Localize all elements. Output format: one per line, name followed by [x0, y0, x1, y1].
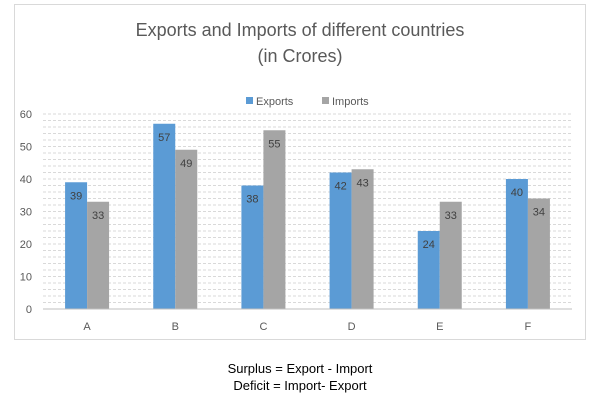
y-tick-label: 30 [20, 207, 32, 219]
data-label: 39 [70, 190, 82, 202]
gridlines [43, 113, 572, 303]
data-label: 42 [334, 181, 346, 193]
bar-imports-d [351, 169, 374, 309]
data-label: 38 [246, 194, 258, 206]
x-tick-label: C [259, 321, 267, 333]
x-tick-label: F [525, 321, 532, 333]
bar-imports-c [263, 130, 286, 309]
bar-exports-c [241, 185, 264, 309]
y-tick-label: 60 [20, 109, 32, 121]
y-tick-label: 20 [20, 239, 32, 251]
legend-label-exports: Exports [256, 96, 294, 108]
bar-exports-b [153, 123, 176, 309]
deficit-formula: Deficit = Import- Export [233, 378, 367, 393]
legend: Exports Imports [246, 96, 369, 108]
bar-chart: Exports and Imports of different countri… [20, 20, 572, 333]
data-label: 24 [423, 239, 435, 251]
data-label: 33 [92, 210, 104, 222]
bar-exports-f [505, 179, 528, 309]
bar-imports-f [527, 198, 550, 309]
chart-subtitle: (in Crores) [257, 46, 342, 66]
legend-label-imports: Imports [332, 96, 369, 108]
bar-imports-a [87, 201, 110, 309]
x-tick-label: E [436, 321, 443, 333]
x-tick-label: A [83, 321, 91, 333]
data-label: 33 [445, 210, 457, 222]
surplus-formula: Surplus = Export - Import [227, 361, 373, 376]
y-tick-label: 50 [20, 142, 32, 154]
bar-imports-b [175, 149, 198, 309]
x-tick-label: D [348, 321, 356, 333]
data-label: 40 [511, 187, 523, 199]
y-tick-label: 0 [26, 304, 32, 316]
bar-exports-a [65, 182, 88, 309]
bars: 39 33 57 49 38 55 42 43 24 33 40 34 [65, 123, 550, 309]
bar-exports-e [417, 231, 440, 309]
data-label: 57 [158, 132, 170, 144]
y-tick-label: 40 [20, 174, 32, 186]
data-label: 49 [180, 158, 192, 170]
x-tick-label: B [172, 321, 179, 333]
chart-title: Exports and Imports of different countri… [136, 20, 465, 40]
bar-imports-e [439, 201, 462, 309]
data-label: 34 [533, 207, 545, 219]
legend-swatch-exports [246, 97, 253, 104]
bar-exports-d [329, 172, 352, 309]
axes: 0 10 20 30 40 50 60 A B C D E F [20, 109, 572, 333]
data-label: 43 [356, 177, 368, 189]
legend-swatch-imports [322, 97, 329, 104]
data-label: 55 [268, 138, 280, 150]
y-tick-label: 10 [20, 272, 32, 284]
